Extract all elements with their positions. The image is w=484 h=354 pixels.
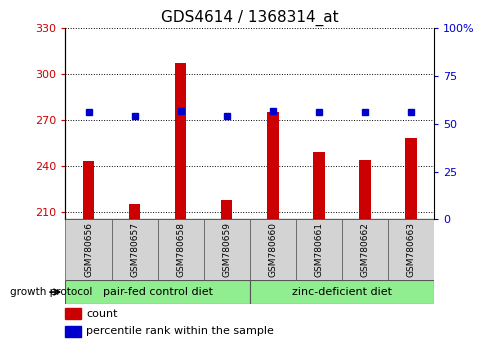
Bar <box>203 219 249 280</box>
Text: GSM780662: GSM780662 <box>360 222 369 277</box>
Text: GSM780659: GSM780659 <box>222 222 231 277</box>
Bar <box>157 219 203 280</box>
Text: zinc-deficient diet: zinc-deficient diet <box>291 287 391 297</box>
Text: pair-fed control diet: pair-fed control diet <box>103 287 212 297</box>
Text: GSM780658: GSM780658 <box>176 222 185 277</box>
Bar <box>249 219 295 280</box>
Bar <box>83 161 94 219</box>
Bar <box>295 219 341 280</box>
Bar <box>341 219 387 280</box>
Bar <box>405 138 416 219</box>
Bar <box>111 219 157 280</box>
Bar <box>359 160 370 219</box>
Title: GDS4614 / 1368314_at: GDS4614 / 1368314_at <box>161 9 338 25</box>
Bar <box>65 308 81 319</box>
Text: percentile rank within the sample: percentile rank within the sample <box>86 326 273 336</box>
Text: GSM780657: GSM780657 <box>130 222 139 277</box>
Bar <box>65 326 81 337</box>
Text: count: count <box>86 309 118 319</box>
Bar <box>249 280 433 304</box>
Bar <box>175 63 186 219</box>
Text: GSM780660: GSM780660 <box>268 222 277 277</box>
Bar <box>313 152 324 219</box>
Bar <box>387 219 433 280</box>
Text: GSM780656: GSM780656 <box>84 222 93 277</box>
Bar <box>65 219 111 280</box>
Text: growth protocol: growth protocol <box>10 287 92 297</box>
Bar <box>221 200 232 219</box>
Bar <box>65 280 249 304</box>
Text: GSM780663: GSM780663 <box>406 222 415 277</box>
Text: GSM780661: GSM780661 <box>314 222 323 277</box>
Bar <box>129 204 140 219</box>
Bar <box>267 113 278 219</box>
